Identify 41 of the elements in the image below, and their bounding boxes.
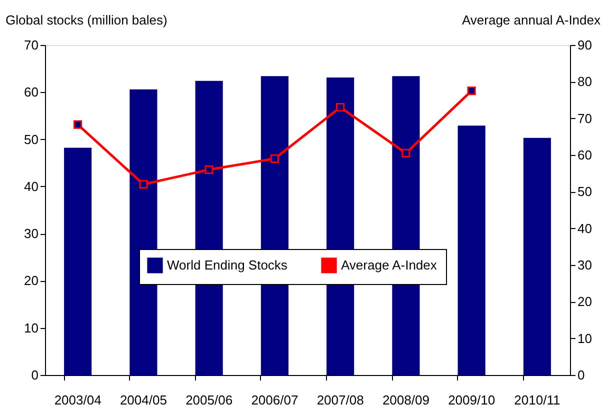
point	[74, 120, 82, 129]
y2-tick-label: 0	[578, 368, 585, 382]
y-tick-label: 10	[24, 320, 38, 336]
y2-tick-label: 90	[578, 38, 592, 52]
point	[336, 103, 345, 112]
x-tick-label: 2004/05	[120, 392, 167, 408]
y2-tick-label: 20	[578, 294, 592, 310]
y2-tick-label: 30	[578, 258, 592, 272]
y-tick-label: 20	[24, 273, 38, 288]
y2-tick-label: 70	[578, 110, 592, 126]
y2-tick-label: 50	[578, 184, 592, 200]
bar	[458, 126, 486, 375]
x-tick-label: 2003/04	[54, 392, 102, 408]
point	[204, 165, 214, 174]
x-tick-label: 2006/07	[251, 392, 298, 408]
legend-label: World Ending Stocks	[167, 257, 288, 272]
x-tick-label: 2008/09	[382, 392, 430, 408]
y2-axis-title: Average annual A-Index	[462, 12, 601, 28]
x-tick-label: 2005/06	[186, 392, 233, 408]
y-axis-title: Global stocks (million bales)	[6, 12, 168, 28]
y2-tick-label: 60	[578, 148, 592, 162]
y2-tick-label: 80	[578, 74, 592, 90]
y2-tick-label: 40	[578, 220, 592, 236]
y-tick-label: 0	[31, 368, 38, 382]
x-tick-label: 2009/10	[448, 392, 496, 408]
bar	[523, 138, 551, 375]
x-tick-label: 2007/08	[316, 392, 364, 408]
point	[270, 154, 279, 163]
bar	[130, 89, 158, 375]
y-tick-label: 70	[24, 38, 38, 52]
x-tick-label: 2010/11	[514, 392, 560, 408]
y2-tick-label: 10	[578, 330, 592, 346]
point	[139, 180, 148, 189]
y-tick-label: 40	[24, 178, 38, 194]
bar	[64, 148, 92, 375]
y-tick-label: 50	[24, 132, 38, 147]
y-tick-label: 60	[24, 84, 38, 100]
point	[467, 86, 476, 96]
y-tick-label: 30	[24, 226, 38, 242]
point	[402, 148, 410, 158]
legend-label: Average A-Index	[341, 257, 438, 272]
